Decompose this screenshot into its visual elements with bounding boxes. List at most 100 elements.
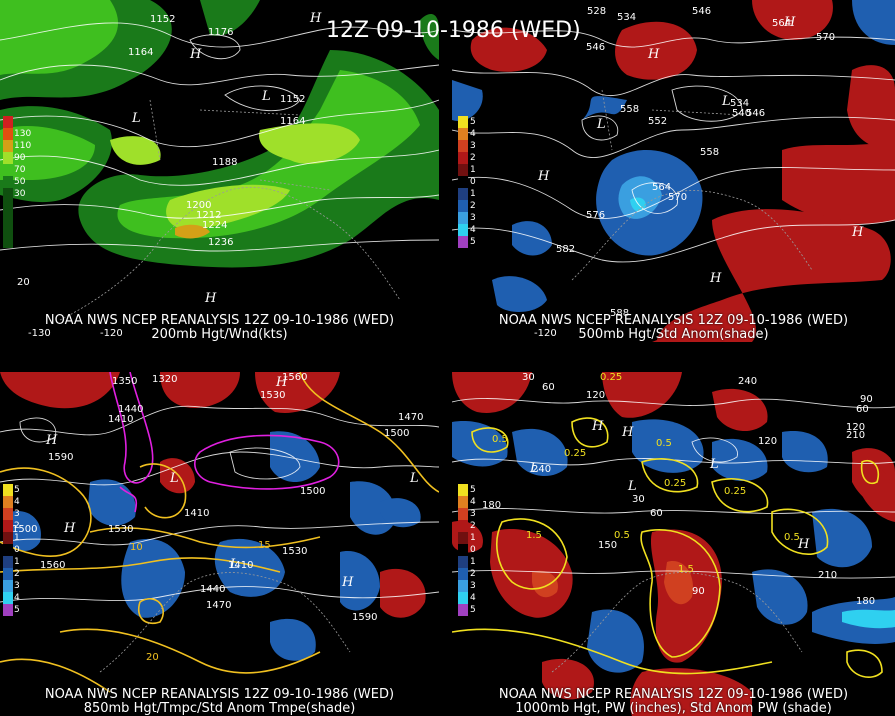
contour-label: 150: [598, 540, 617, 551]
contour-label: 540: [732, 108, 751, 119]
temp-label: 15: [258, 540, 271, 551]
contour-label: 576: [586, 210, 605, 221]
contour-label: 1500: [300, 486, 325, 497]
map-850mb-svg: 1320 1350 1440 1410 1530 1560 1470 1500 …: [0, 372, 439, 716]
contour-label: 1224: [202, 220, 227, 231]
contour-labels: 30 60 120 240 60 90 120 180 210 240 30 6…: [482, 372, 875, 607]
contour-label: 1470: [398, 412, 423, 423]
contour-label: 1530: [282, 546, 307, 557]
contour-label: 180: [856, 596, 875, 607]
contour-label: 1236: [208, 237, 233, 248]
contour-label: 1500: [12, 524, 37, 535]
pw-label: 1.5: [678, 564, 694, 575]
pw-label: 0.5: [656, 438, 672, 449]
contour-label: 120: [846, 422, 865, 433]
contour-label: 90: [860, 394, 873, 405]
contour-label: 564: [652, 182, 671, 193]
contour-label: 1410: [184, 508, 209, 519]
contour-label: 60: [856, 404, 869, 415]
svg-text:L: L: [596, 117, 606, 132]
lon-label: -120: [100, 328, 123, 339]
lat-label: 20: [17, 277, 30, 288]
svg-text:H: H: [647, 47, 660, 62]
lon-label: -130: [28, 328, 51, 339]
panel-caption-line2: 500mb Hgt/Std Anom(shade): [578, 327, 769, 342]
contour-label: 240: [738, 376, 757, 387]
svg-text:H: H: [204, 291, 217, 306]
contour-label: 534: [617, 12, 636, 23]
svg-text:L: L: [709, 457, 719, 472]
contour-label: 60: [650, 508, 663, 519]
legend-bar: [3, 116, 13, 248]
map-1000mb-svg: 30 60 120 240 60 90 120 180 210 240 30 6…: [452, 372, 895, 716]
panel-caption-line1: NOAA NWS NCEP REANALYSIS 12Z 09-10-1986 …: [498, 687, 849, 702]
temp-label: 10: [130, 542, 143, 553]
contour-label: 1410: [228, 560, 253, 571]
panel-1000mb-pw-map: 30 60 120 240 60 90 120 180 210 240 30 6…: [452, 372, 895, 716]
svg-text:H: H: [709, 271, 722, 286]
svg-text:L: L: [409, 471, 419, 486]
svg-text:H: H: [189, 47, 202, 62]
contour-label: 210: [846, 430, 865, 441]
panel-caption-line1: NOAA NWS NCEP REANALYSIS 12Z 09-10-1986 …: [44, 687, 395, 702]
svg-text:H: H: [45, 433, 58, 448]
pw-label: 0.5: [492, 434, 508, 445]
svg-text:L: L: [721, 94, 731, 109]
svg-text:H: H: [621, 425, 634, 440]
contour-label: 1350: [112, 376, 137, 387]
panel-500mb-map: 528 534 546 546 564 570 558 552 534 540 …: [452, 0, 895, 342]
panel-caption-line2: 200mb Hgt/Wnd(kts): [151, 327, 288, 342]
contour-label: 570: [668, 192, 687, 203]
svg-text:L: L: [131, 111, 141, 126]
svg-text:L: L: [169, 471, 179, 486]
contour-label: 180: [482, 500, 501, 511]
contour-label: 558: [700, 147, 719, 158]
contour-label: 1320: [152, 374, 177, 385]
contour-label: 546: [692, 6, 711, 17]
svg-text:H: H: [537, 169, 550, 184]
contour-label: 588: [610, 308, 629, 319]
contour-label: 546: [746, 108, 765, 119]
contour-label: 1176: [208, 27, 233, 38]
svg-text:H: H: [309, 11, 322, 26]
panel-850mb-map: 1320 1350 1440 1410 1530 1560 1470 1500 …: [0, 372, 439, 716]
panel-caption-line2: 1000mb Hgt, PW (inches), Std Anom PW (sh…: [515, 701, 832, 716]
contour-label: 30: [632, 494, 645, 505]
contour-label: 570: [816, 32, 835, 43]
contour-label: 552: [648, 116, 667, 127]
legend-bar: [3, 484, 13, 616]
svg-text:H: H: [783, 15, 796, 30]
contour-label: 1164: [128, 47, 153, 58]
contour-label: 1410: [108, 414, 133, 425]
contour-label: 534: [730, 98, 749, 109]
contour-label: 90: [692, 586, 705, 597]
svg-text:L: L: [529, 461, 539, 476]
temp-labels: 10 15 20: [130, 540, 271, 663]
contour-labels: 528 534 546 546 564 570 558 552 534 540 …: [534, 6, 835, 339]
contour-label: 1440: [118, 404, 143, 415]
contour-label: 558: [620, 104, 639, 115]
page-title: 12Z 09-10-1986 (WED): [326, 18, 581, 43]
pw-label: 0.25: [600, 372, 622, 383]
svg-text:H: H: [63, 521, 76, 536]
legend-bar: [458, 484, 468, 616]
pw-labels: 0.25 0.5 0.25 0.5 0.25 0.25 0.5 1.5 0.5 …: [492, 372, 800, 575]
pw-label: 0.25: [664, 478, 686, 489]
contour-label: 1188: [212, 157, 237, 168]
svg-text:H: H: [275, 375, 288, 390]
pw-label: 0.5: [784, 532, 800, 543]
contour-label: 1530: [260, 390, 285, 401]
contour-labels: 1152 1164 1176 1152 1164 1188 1200 1212 …: [17, 14, 305, 339]
contour-label: 1560: [282, 372, 307, 383]
panel-200mb-map: 1152 1164 1176 1152 1164 1188 1200 1212 …: [0, 0, 439, 342]
panel-caption-line2: 850mb Hgt/Tmpc/Std Anom Tmpe(shade): [83, 701, 356, 716]
contour-labels: 1320 1350 1440 1410 1530 1560 1470 1500 …: [12, 372, 423, 623]
contour-label: 1590: [352, 612, 377, 623]
contour-label: 1152: [150, 14, 175, 25]
contour-label: 528: [587, 6, 606, 17]
svg-text:L: L: [261, 89, 271, 104]
contour-label: 240: [532, 464, 551, 475]
